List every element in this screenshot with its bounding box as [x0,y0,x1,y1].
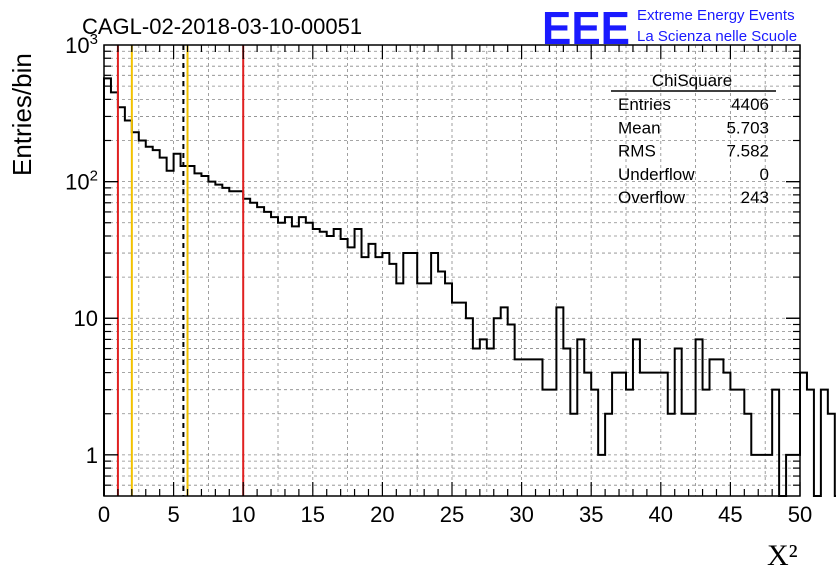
y-tick-label: 102 [65,168,98,195]
axes: 0 5 10 15 20 25 30 35 40 45 50 1 10 102 103 [65,31,812,527]
stats-row-label: Mean [618,118,661,137]
x-tick-label: 50 [788,502,812,527]
stats-row-label: RMS [618,142,656,161]
x-tick-label: 10 [231,502,255,527]
stats-row-label: Underflow [618,165,695,184]
vertical-lines [116,45,245,496]
x-tick-label: 15 [301,502,325,527]
y-tick-label: 10 [74,306,98,331]
histogram [103,77,836,497]
eee-logo: EEE Extreme Energy Events La Scienza nel… [542,2,797,54]
x-tick-label: 5 [167,502,179,527]
stats-row-value: 5.703 [726,118,769,137]
x-tick-label: 20 [370,502,394,527]
stats-row-label: Overflow [618,188,686,207]
stats-row-value: 0 [760,165,769,184]
x-tick-label: 35 [579,502,603,527]
eee-logo-line2: La Scienza nelle Scuole [637,28,797,45]
eee-logo-line1: Extreme Energy Events [637,7,795,24]
y-tick-label: 103 [65,31,98,58]
stats-row-value: 243 [741,188,769,207]
x-tick-label: 25 [440,502,464,527]
stats-box: ChiSquare Entries 4406 Mean 5.703 RMS 7.582 Un… [611,71,776,207]
stats-row-value: 4406 [731,95,769,114]
x-tick-label: 0 [98,502,110,527]
x-tick-label: 45 [718,502,742,527]
eee-logo-mark: EEE [542,2,630,54]
x-axis-label: X² [767,539,798,572]
stats-rows: Entries 4406 Mean 5.703 RMS 7.582 Underflow 0 Ov… [618,95,769,207]
stats-row-label: Entries [618,95,671,114]
x-tick-label: 30 [509,502,533,527]
grid [104,45,800,496]
histogram-outline [103,77,836,497]
stats-name: ChiSquare [652,71,732,90]
y-tick-label: 1 [86,443,98,468]
chart-title: CAGL-02-2018-03-10-00051 [82,14,362,39]
x-tick-label: 40 [649,502,673,527]
y-axis-label: Entries/bin [7,53,37,176]
stats-row-value: 7.582 [726,142,769,161]
